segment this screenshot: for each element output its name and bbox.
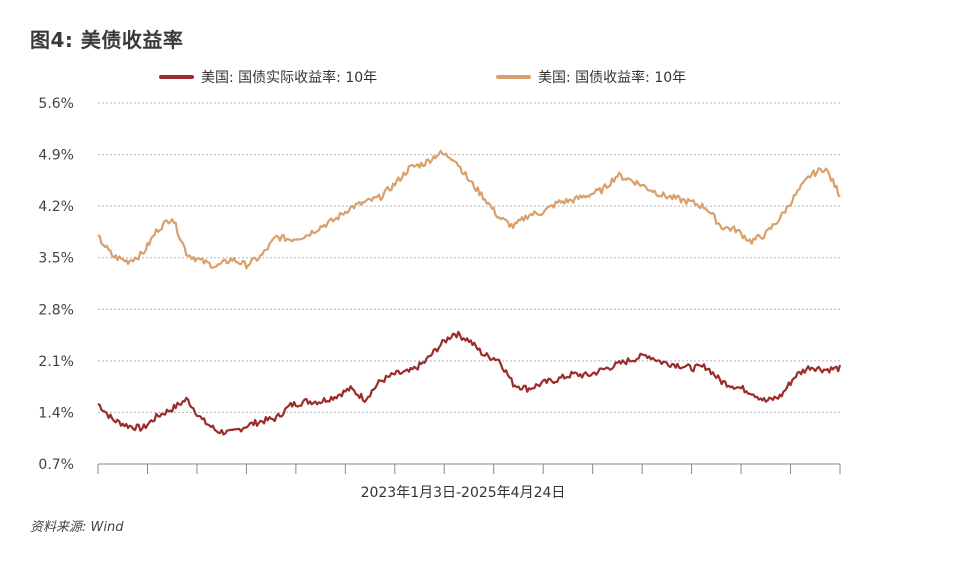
legend: 美国: 国债实际收益率: 10年 美国: 国债收益率: 10年 [159,69,686,86]
y-tick-label: 2.1% [38,354,74,370]
y-tick-label: 4.9% [38,148,74,164]
source-note: 资料来源: Wind [30,520,124,535]
y-tick-label: 0.7% [38,457,74,473]
chart-title: 图4: 美债收益率 [30,28,184,52]
y-tick-label: 2.8% [38,302,74,318]
legend-label-nominal: 美国: 国债收益率: 10年 [538,69,686,86]
legend-label-real: 美国: 国债实际收益率: 10年 [201,69,377,86]
y-tick-label: 1.4% [38,405,74,421]
series-lines [97,149,842,436]
y-tick-label: 3.5% [38,251,74,267]
series-line-real [97,330,842,436]
grid-lines [98,102,840,413]
y-tick-label: 5.6% [38,96,74,112]
y-axis-tick-labels: 5.6% 4.9% 4.2% 3.5% 2.8% 2.1% 1.4% 0.7% [38,96,74,473]
series-line-nominal [97,149,841,270]
x-axis-caption: 2023年1月3日-2025年4月24日 [361,485,566,501]
x-axis-ticks [97,464,841,474]
y-tick-label: 4.2% [38,199,74,215]
